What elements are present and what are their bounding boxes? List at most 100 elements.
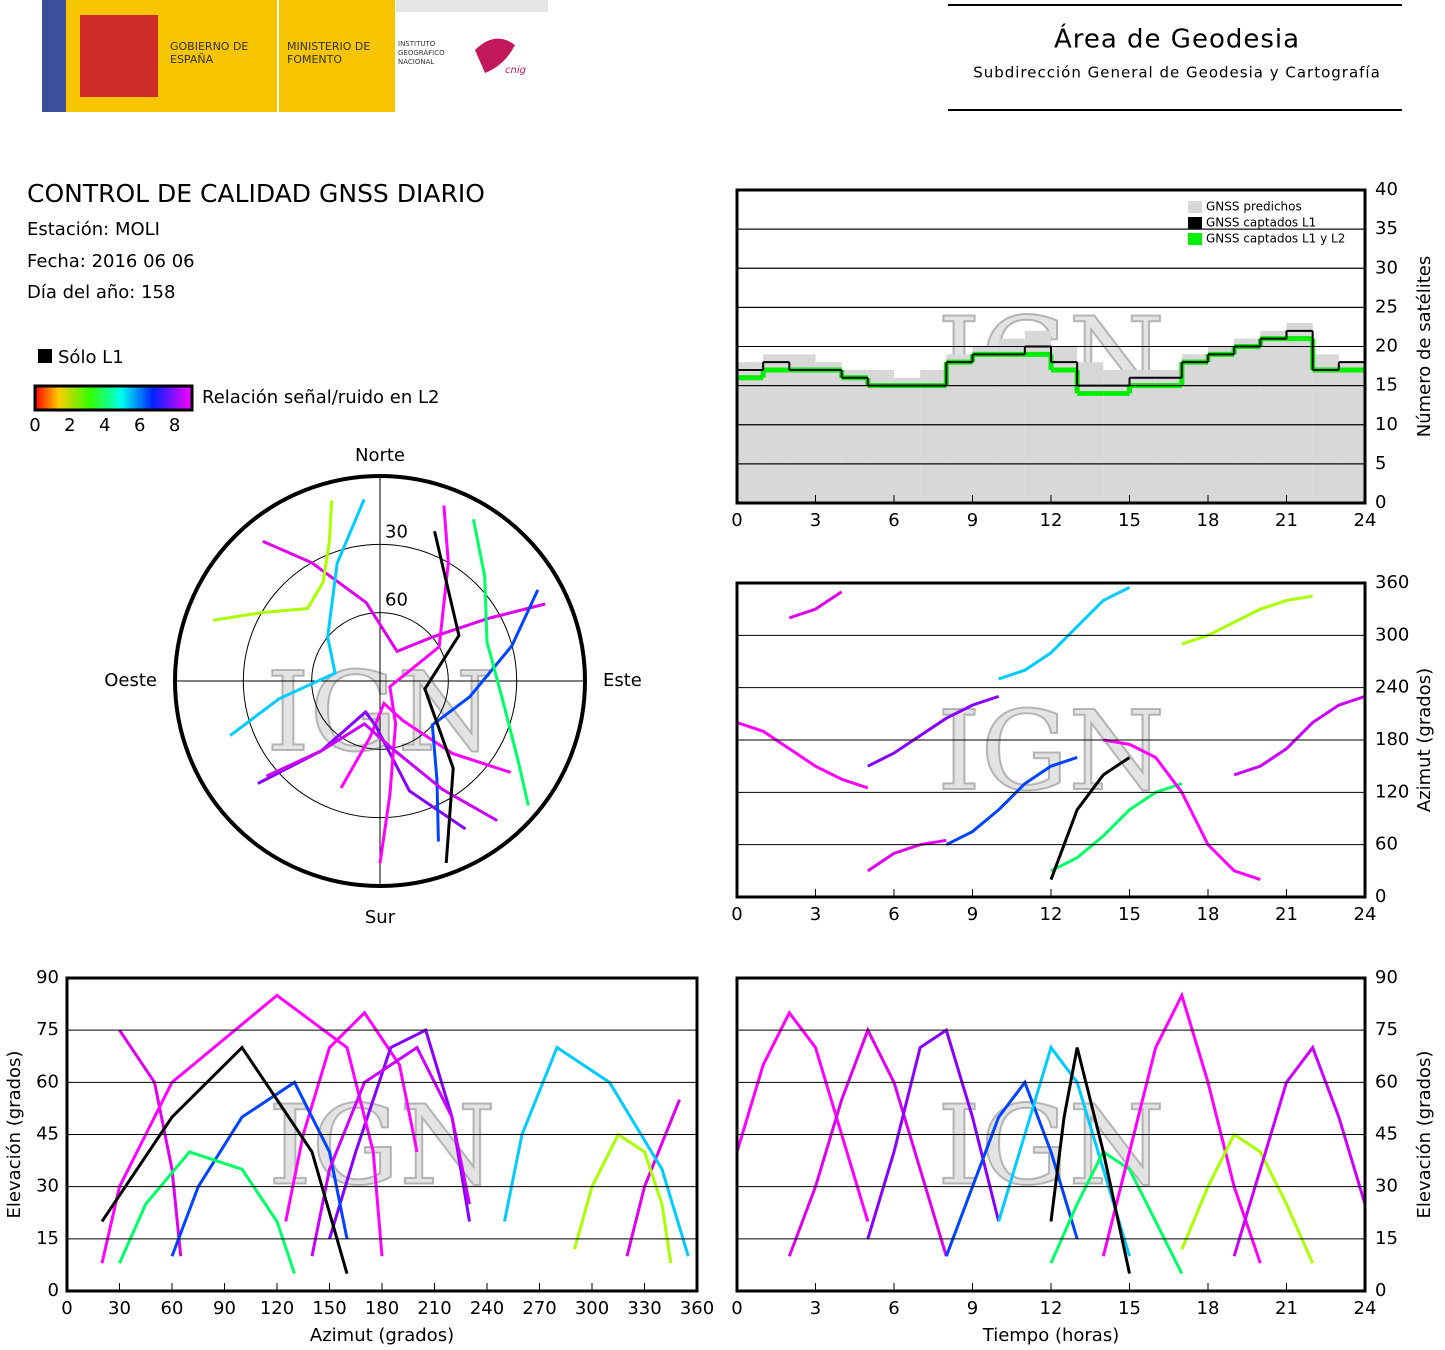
x-tick-label: 6 xyxy=(888,1298,899,1319)
x-tick-label: 18 xyxy=(1197,1298,1220,1319)
satellite-track xyxy=(118,1029,183,1257)
ring-label: 30 xyxy=(385,521,408,542)
predicted-bar xyxy=(867,369,894,503)
x-tick-label: 30 xyxy=(108,1298,131,1319)
x-tick-label: 6 xyxy=(888,510,899,531)
direction-label: Sur xyxy=(365,907,396,928)
plot-frame xyxy=(735,188,1367,505)
area-title: Área de Geodesia xyxy=(1054,23,1300,55)
chart: IGN 0 60 120 180 240 300 360 0 3 6 9 12 15 18 21 24 Azimu… xyxy=(731,572,1435,925)
x-tick-label: 21 xyxy=(1275,904,1298,925)
area-subtitle: Subdirección General de Geodesia y Carto… xyxy=(973,64,1381,82)
x-tick-label: 3 xyxy=(810,1298,821,1319)
satellite-track xyxy=(471,518,530,806)
x-tick-label: 6 xyxy=(888,904,899,925)
y-tick-label: 30 xyxy=(1375,1176,1398,1197)
predicted-bar xyxy=(1181,354,1208,503)
satellite-track xyxy=(1050,782,1183,873)
satellite-track xyxy=(430,589,540,842)
y-tick-label: 60 xyxy=(1375,1071,1398,1092)
legend-label: GNSS captados L1 y L2 xyxy=(1206,232,1345,246)
cnig-text: cnig xyxy=(505,65,526,76)
x-tick-label: 12 xyxy=(1040,904,1063,925)
institute-text: INSTITUTO GEOGRÁFICO NACIONAL xyxy=(398,40,445,66)
legend-swatch xyxy=(1188,217,1202,229)
colorbar-tick: 4 xyxy=(99,415,110,436)
satellite-track xyxy=(310,1045,471,1257)
satellite-track xyxy=(378,505,450,864)
x-tick-label: 3 xyxy=(810,510,821,531)
legend-label: GNSS predichos xyxy=(1206,200,1302,214)
predicted-bar xyxy=(1077,362,1104,503)
y-axis-label: Elevación (grados) xyxy=(4,1051,25,1219)
x-tick-label: 15 xyxy=(1118,904,1141,925)
logo-band xyxy=(396,0,548,12)
x-tick-label: 90 xyxy=(213,1298,236,1319)
station: Estación: MOLI xyxy=(27,219,160,240)
predicted-bar xyxy=(1234,338,1261,503)
elevation-ring xyxy=(311,612,449,750)
x-tick-label: 240 xyxy=(470,1298,504,1319)
direction-label: Norte xyxy=(355,445,405,466)
satellite-track xyxy=(788,590,843,620)
y-tick-label: 25 xyxy=(1375,296,1398,317)
satellite-track xyxy=(997,1044,1131,1257)
predicted-bar xyxy=(946,354,973,503)
predicted-bar xyxy=(1024,330,1051,503)
x-tick-label: 210 xyxy=(417,1298,451,1319)
satellite-track xyxy=(944,1079,1079,1257)
predicted-bar xyxy=(841,369,868,503)
y-tick-label: 0 xyxy=(1375,492,1386,513)
y-tick-label: 40 xyxy=(1375,179,1398,200)
y-tick-label: 0 xyxy=(1375,1280,1386,1301)
y-axis-label: Azimut (grados) xyxy=(1414,668,1435,812)
logo-ministry xyxy=(279,0,395,112)
y-tick-label: 10 xyxy=(1375,414,1398,435)
satellite-track xyxy=(1232,1044,1365,1257)
legend-swatch xyxy=(1188,233,1202,245)
x-tick-label: 21 xyxy=(1275,1298,1298,1319)
x-tick-label: 18 xyxy=(1197,510,1220,531)
x-tick-label: 0 xyxy=(731,1298,742,1319)
satellite-track xyxy=(737,1009,870,1222)
y-tick-label: 90 xyxy=(36,967,59,988)
y-tick-label: 60 xyxy=(1375,834,1398,855)
y-tick-label: 60 xyxy=(36,1071,59,1092)
satellite-track xyxy=(1049,756,1131,881)
chart: IGN 0 5 10 15 20 25 30 35 40 0 3 6 9 12 15 18 21 24 Número … xyxy=(731,179,1435,531)
plot-area: IGN xyxy=(737,292,1365,503)
x-axis-label: Azimut (grados) xyxy=(310,1325,454,1346)
satellite-track xyxy=(867,694,1000,768)
x-tick-label: 270 xyxy=(522,1298,556,1319)
x-tick-label: 12 xyxy=(1040,1298,1063,1319)
satellite-track xyxy=(170,1080,349,1257)
x-tick-label: 15 xyxy=(1118,1298,1141,1319)
y-tick-label: 15 xyxy=(1375,375,1398,396)
plot-area: IGN xyxy=(737,991,1365,1275)
plot-frame xyxy=(735,581,1367,899)
y-tick-label: 15 xyxy=(1375,1228,1398,1249)
satellite-track xyxy=(212,500,334,622)
satellite-track xyxy=(229,498,366,737)
y-tick-label: 15 xyxy=(36,1228,59,1249)
x-tick-label: 21 xyxy=(1275,510,1298,531)
y-tick-label: 30 xyxy=(1375,257,1398,278)
predicted-bar xyxy=(1312,354,1339,503)
x-tick-label: 18 xyxy=(1197,904,1220,925)
x-tick-label: 0 xyxy=(731,510,742,531)
satellite-track xyxy=(1233,694,1365,777)
y-tick-label: 0 xyxy=(48,1280,59,1301)
x-tick-label: 120 xyxy=(260,1298,294,1319)
report-title: CONTROL DE CALIDAD GNSS DIARIO xyxy=(27,179,485,208)
satellite-track xyxy=(573,1132,673,1264)
predicted-bar xyxy=(1260,330,1287,503)
y-tick-label: 0 xyxy=(1375,886,1386,907)
y-tick-label: 90 xyxy=(1375,967,1398,988)
watermark: IGN xyxy=(937,1081,1165,1209)
ring-label: 60 xyxy=(385,590,408,611)
legend-swatch xyxy=(1188,201,1202,213)
y-axis-label: Número de satélites xyxy=(1414,256,1435,438)
x-tick-label: 9 xyxy=(967,904,978,925)
plot-frame xyxy=(65,976,699,1293)
